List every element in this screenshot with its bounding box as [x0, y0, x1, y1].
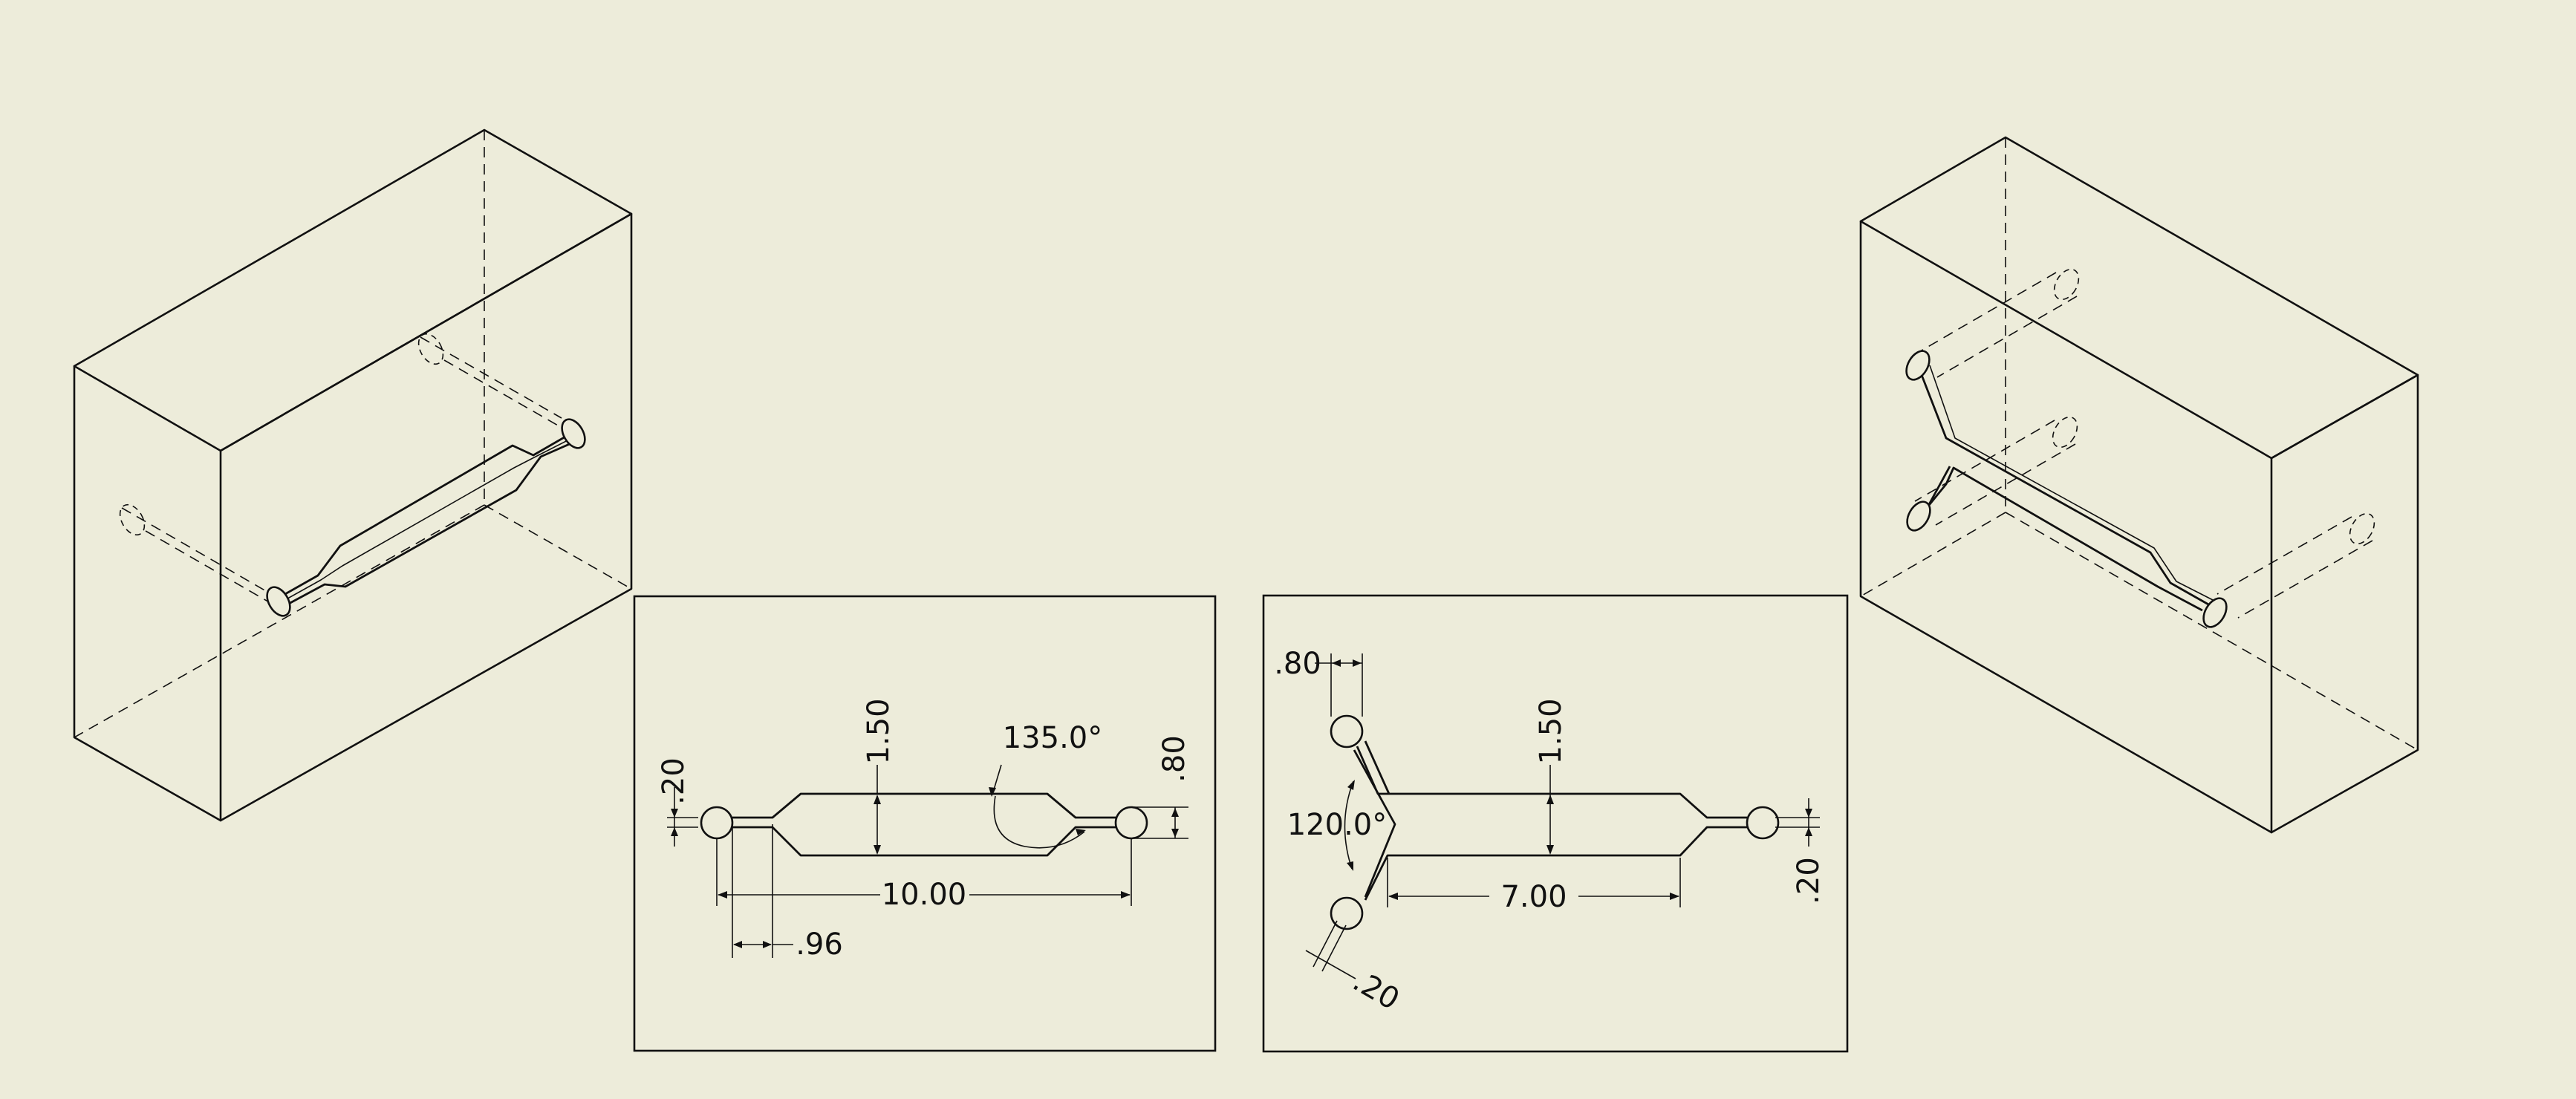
dim-text-narrow-width-right-y: .20 [1792, 857, 1826, 904]
dim-narrow-width-left: .20 [657, 757, 698, 847]
dim-text-port-spacing: 10.00 [882, 878, 967, 912]
y-channel-outline [1330, 714, 1780, 930]
right-hidden-port-bores [1914, 268, 2375, 619]
dim-taper-angle: 135.0° [989, 721, 1103, 849]
left-box-outline [73, 128, 633, 822]
dim-text-wide-length: 7.00 [1500, 880, 1567, 914]
dim-text-port-diameter-straight: .80 [1157, 735, 1191, 783]
y-inlet-port-top [1330, 714, 1364, 749]
straight-channel-outline [700, 792, 1148, 857]
left-microchannel [266, 418, 586, 617]
dim-port-diameter-y: .80 [1274, 647, 1363, 717]
dim-wide-length: 7.00 [1387, 858, 1681, 914]
left-isometric-view [73, 128, 633, 822]
dim-wide-width: 1.50 [862, 698, 896, 855]
dim-text-port-diameter-y: .80 [1274, 647, 1321, 681]
inlet-port [700, 806, 734, 840]
straight-channel-detail-view: .20 1.50 135.0° .80 [633, 595, 1217, 1052]
straight-detail-frame [633, 595, 1217, 1052]
dim-narrow-width-right-y: .20 [1775, 798, 1826, 904]
right-box-hidden-edges [1860, 137, 2419, 751]
dim-text-narrow-width: .20 [657, 757, 691, 805]
right-isometric-view [1859, 136, 2419, 834]
dim-port-diameter-straight: .80 [1134, 735, 1191, 839]
y-detail-frame [1262, 594, 1849, 1053]
dim-text-taper-angle: 135.0° [1003, 721, 1103, 755]
dim-text-wide-width-y: 1.50 [1534, 698, 1568, 764]
dim-text-wide-width: 1.50 [862, 698, 896, 764]
dim-port-spacing: 10.00 [716, 839, 1132, 912]
left-box-hidden-edges [74, 130, 632, 738]
y-outlet-port [1746, 806, 1780, 840]
dim-junction-angle: 120.0° [1287, 780, 1388, 871]
dim-text-narrow-length: .96 [796, 927, 843, 962]
right-box-outline [1859, 136, 2419, 834]
y-inlet-port-bottom [1330, 896, 1364, 930]
y-channel-detail-view: .80 1.50 120.0° 7.00 [1262, 594, 1849, 1053]
dim-text-narrow-width-branch-y: .20 [1347, 964, 1405, 1017]
left-hidden-port-bores [119, 333, 585, 616]
dim-text-junction-angle: 120.0° [1287, 808, 1388, 842]
dim-narrow-width-branch-y: .20 [1305, 920, 1405, 1017]
outlet-port [1114, 806, 1148, 840]
right-microchannel [1905, 350, 2228, 628]
dim-wide-width-y: 1.50 [1534, 698, 1568, 855]
dim-narrow-length: .96 [732, 824, 843, 962]
